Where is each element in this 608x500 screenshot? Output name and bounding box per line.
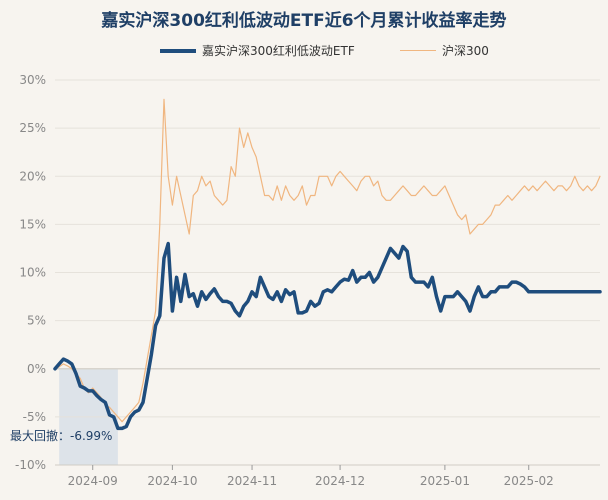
series-line-index	[54, 98, 601, 423]
legend-item-index[interactable]: 沪深300	[400, 42, 489, 59]
x-tick-label: 2024-10	[147, 474, 197, 488]
series-line-fund	[53, 241, 602, 431]
max-drawdown-label: 最大回撤：-6.99%	[10, 428, 112, 443]
y-tick-label: 10%	[19, 266, 46, 280]
legend-label-index: 沪深300	[442, 44, 489, 58]
legend-item-fund[interactable]: 嘉实沪深300红利低波动ETF	[160, 42, 355, 59]
y-tick-label: 20%	[19, 169, 46, 183]
x-tick-label: 2025-02	[504, 474, 554, 488]
legend-label-fund: 嘉实沪深300红利低波动ETF	[202, 44, 355, 58]
y-tick-label: -10%	[15, 458, 46, 472]
x-tick-label: 2024-12	[315, 474, 365, 488]
legend-swatch-index	[400, 49, 436, 52]
x-tick-label: 2025-01	[420, 474, 470, 488]
y-tick-label: 5%	[27, 314, 46, 328]
y-tick-label: -5%	[23, 410, 46, 424]
x-tick-label: 2024-09	[68, 474, 118, 488]
legend-swatch-fund	[160, 48, 196, 53]
y-tick-label: 0%	[27, 362, 46, 376]
chart-title: 嘉实沪深300红利低波动ETF近6个月累计收益率走势	[101, 11, 507, 31]
y-tick-label: 15%	[19, 217, 46, 231]
y-tick-label: 30%	[19, 73, 46, 87]
x-tick-label: 2024-11	[227, 474, 277, 488]
y-tick-label: 25%	[19, 121, 46, 135]
